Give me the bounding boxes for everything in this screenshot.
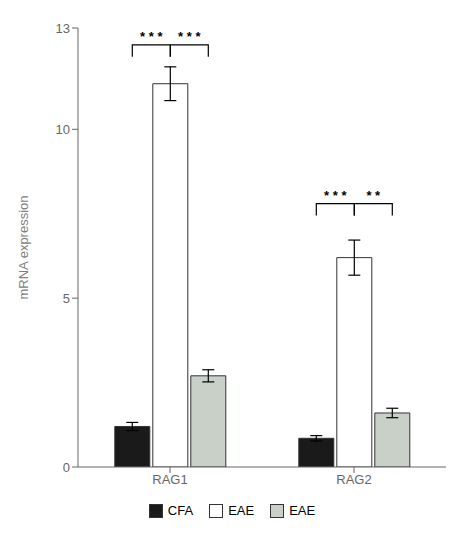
svg-text:10: 10 [56,122,70,137]
svg-text:* * *: * * * [140,29,163,44]
html-text:EAE: EAE [289,503,316,518]
svg-text:13: 13 [56,21,70,36]
svg-text:5: 5 [63,291,70,306]
html-text:EAE: EAE [228,503,255,518]
svg-text:* * *: * * * [178,29,201,44]
svg-text:RAG1: RAG1 [152,472,187,487]
svg-text:RAG2: RAG2 [336,472,371,487]
svg-text:0: 0 [63,460,70,475]
svg-text:* *: * * [366,188,381,203]
svg-text:* * *: * * * [324,188,347,203]
html-text:CFA: CFA [167,503,194,518]
svg-text:mRNA expression: mRNA expression [16,195,31,299]
